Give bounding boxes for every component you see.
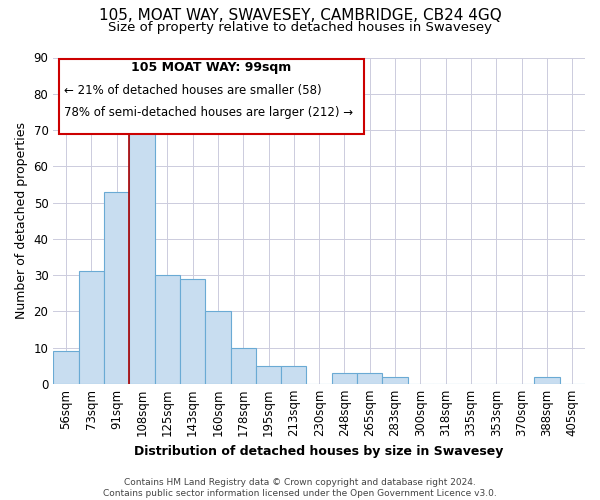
Bar [180,278,205,384]
Text: Size of property relative to detached houses in Swavesey: Size of property relative to detached ho… [108,21,492,34]
Bar [357,373,382,384]
Bar [535,376,560,384]
Text: 105 MOAT WAY: 99sqm: 105 MOAT WAY: 99sqm [131,61,292,74]
Bar [129,130,155,384]
Bar [79,272,104,384]
Bar [53,351,79,384]
Text: Contains HM Land Registry data © Crown copyright and database right 2024.
Contai: Contains HM Land Registry data © Crown c… [103,478,497,498]
FancyBboxPatch shape [59,59,364,134]
X-axis label: Distribution of detached houses by size in Swavesey: Distribution of detached houses by size … [134,444,504,458]
Bar [382,376,408,384]
Bar [230,348,256,384]
Bar [104,192,129,384]
Bar [332,373,357,384]
Bar [155,275,180,384]
Text: 105, MOAT WAY, SWAVESEY, CAMBRIDGE, CB24 4GQ: 105, MOAT WAY, SWAVESEY, CAMBRIDGE, CB24… [98,8,502,22]
Bar [281,366,307,384]
Text: ← 21% of detached houses are smaller (58): ← 21% of detached houses are smaller (58… [64,84,322,96]
Y-axis label: Number of detached properties: Number of detached properties [15,122,28,319]
Bar [256,366,281,384]
Bar [205,312,230,384]
Text: 78% of semi-detached houses are larger (212) →: 78% of semi-detached houses are larger (… [64,106,353,120]
